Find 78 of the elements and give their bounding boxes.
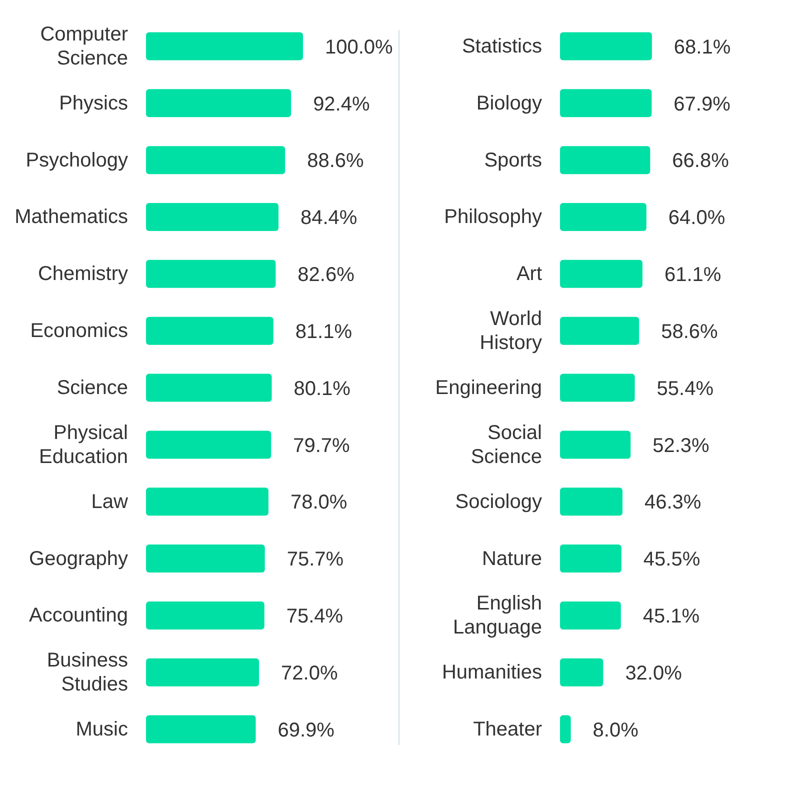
y-tick-label: Psychology <box>26 149 128 172</box>
data-label: 45.5% <box>643 548 700 571</box>
data-label: 52.3% <box>652 434 710 457</box>
data-label: 61.1% <box>664 264 722 286</box>
y-tick-label: World History <box>480 308 542 354</box>
data-label: 8.0% <box>592 719 639 742</box>
data-label: 64.0% <box>668 207 726 230</box>
data-label: 79.7% <box>293 434 350 457</box>
bar <box>146 715 256 744</box>
y-tick-label: Mathematics <box>14 206 128 228</box>
y-tick-label: Business Studies <box>46 650 128 696</box>
bar <box>560 316 640 345</box>
y-tick-label: Music <box>76 718 128 741</box>
y-tick-label: Art <box>516 263 542 286</box>
data-label: 69.9% <box>278 719 335 742</box>
data-label: 78.0% <box>290 492 348 514</box>
y-tick-label: English Language <box>453 592 542 639</box>
y-tick-label: Accounting <box>29 604 128 627</box>
y-tick-label: Computer Science <box>40 23 128 70</box>
data-label: 46.3% <box>644 492 702 514</box>
y-tick-label: Humanities <box>442 662 542 684</box>
bar <box>560 374 635 402</box>
data-label: 55.4% <box>656 378 714 400</box>
bar <box>146 316 274 345</box>
y-tick-label: Social Science <box>470 422 542 468</box>
data-label: 45.1% <box>642 606 700 628</box>
bar <box>146 430 272 459</box>
data-label: 82.6% <box>298 264 355 286</box>
data-label: 92.4% <box>313 93 370 116</box>
y-tick-label: Sports <box>484 149 542 172</box>
bar <box>146 488 268 516</box>
y-tick-label: Law <box>91 490 129 513</box>
y-tick-label: Philosophy <box>444 206 542 228</box>
bar <box>146 146 286 174</box>
bar <box>146 658 260 686</box>
data-label: 80.1% <box>294 378 351 400</box>
data-label: 68.1% <box>674 36 731 58</box>
data-label: 66.8% <box>672 150 730 172</box>
bar <box>560 430 631 459</box>
y-tick-label: Science <box>56 377 128 399</box>
bar <box>560 260 642 288</box>
bar <box>560 203 646 231</box>
y-tick-label: Engineering <box>435 377 542 399</box>
bar <box>146 544 265 573</box>
bar <box>560 715 571 744</box>
bar <box>560 146 650 174</box>
data-label: 72.0% <box>281 662 338 684</box>
data-label: 58.6% <box>661 320 718 343</box>
bar <box>146 32 303 60</box>
bar <box>560 32 652 60</box>
y-tick-label: Biology <box>476 92 542 114</box>
y-tick-label: Theater <box>473 718 542 741</box>
y-tick-label: Physics <box>59 92 128 114</box>
y-tick-label: Chemistry <box>38 263 128 286</box>
bar <box>560 488 623 516</box>
data-label: 88.6% <box>307 150 364 172</box>
data-label: 75.7% <box>286 548 344 571</box>
data-label: 67.9% <box>674 93 731 116</box>
bar <box>146 601 264 630</box>
bar <box>146 89 292 118</box>
bar <box>146 203 279 231</box>
y-tick-label: Sociology <box>455 490 542 513</box>
data-label: 32.0% <box>625 662 682 684</box>
y-tick-label: Nature <box>482 548 542 570</box>
bar <box>560 658 604 686</box>
bar <box>560 601 621 630</box>
data-label: 81.1% <box>295 320 352 343</box>
y-tick-label: Physical Education <box>39 422 128 468</box>
bar <box>146 260 276 288</box>
data-label: 100.0% <box>325 36 394 58</box>
bar <box>560 89 652 118</box>
y-tick-label: Statistics <box>462 35 542 58</box>
bar <box>146 374 272 402</box>
data-label: 75.4% <box>286 606 344 628</box>
data-label: 84.4% <box>300 207 358 230</box>
bar <box>560 544 622 573</box>
y-tick-label: Economics <box>30 320 128 342</box>
y-tick-label: Geography <box>29 548 128 570</box>
